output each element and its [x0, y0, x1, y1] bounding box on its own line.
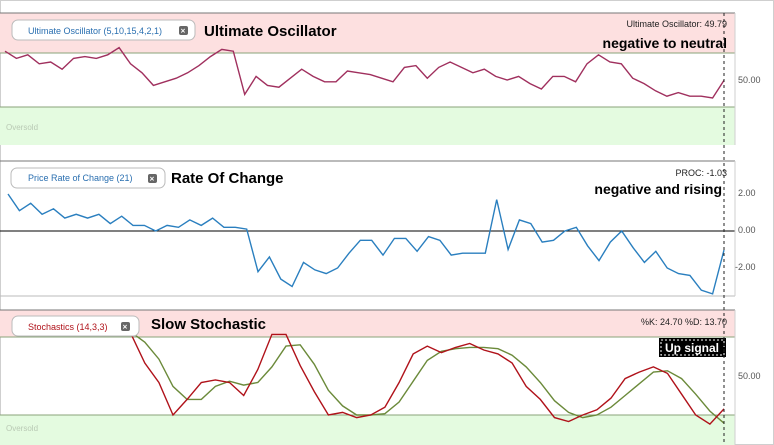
stoch-oversold-zone: [0, 415, 735, 445]
close-icon-glyph: ×: [181, 27, 186, 36]
roc-y-axis: 2.00 0.00 -2.00: [735, 188, 756, 272]
close-icon-glyph: ×: [123, 323, 128, 332]
stoch-title: Slow Stochastic: [151, 316, 266, 333]
stoch-pill-box[interactable]: [11, 315, 140, 337]
stoch-indicator-label[interactable]: Stochastics (14,3,3): [28, 322, 108, 332]
stoch-annotation: Up signal: [665, 341, 719, 355]
uo-panel: 50.00 Oversold Ultimate Oscillator (5,10…: [0, 12, 761, 145]
uo-tick-label: 50.00: [738, 75, 761, 85]
roc-indicator-pill[interactable]: Price Rate of Change (21) ×: [10, 167, 166, 189]
roc-title: Rate Of Change: [171, 170, 284, 187]
roc-tick-label: 0.00: [738, 225, 756, 235]
roc-pill-box[interactable]: [10, 167, 166, 189]
stoch-readout: %K: 24.70 %D: 13.70: [641, 317, 727, 327]
close-icon[interactable]: [179, 26, 188, 35]
uo-indicator-pill[interactable]: Ultimate Oscillator (5,10,15,4,2,1) ×: [11, 19, 196, 41]
uo-zone-label: Oversold: [6, 123, 38, 132]
uo-pill-box[interactable]: [11, 19, 196, 41]
roc-tick-label: -2.00: [735, 262, 756, 272]
stoch-zone-label: Oversold: [6, 424, 38, 433]
roc-indicator-label[interactable]: Price Rate of Change (21): [28, 173, 133, 183]
roc-tick-label: 2.00: [738, 188, 756, 198]
uo-y-axis: 50.00: [738, 75, 761, 85]
uo-title: Ultimate Oscillator: [204, 23, 337, 40]
stoch-d-series-line: [60, 328, 725, 424]
close-icon[interactable]: [148, 174, 157, 183]
roc-readout: PROC: -1.03: [675, 168, 727, 178]
stoch-annotation-bg: [659, 338, 726, 357]
stoch-indicator-pill[interactable]: Stochastics (14,3,3) ×: [11, 315, 140, 337]
close-icon[interactable]: [121, 322, 130, 331]
roc-annotation: negative and rising: [594, 181, 722, 197]
stoch-panel: 50.00 Oversold Stochastics (14,3,3) × Sl…: [0, 309, 761, 445]
uo-annotation: negative to neutral: [603, 35, 727, 51]
stoch-annotation-box: Up signal: [659, 338, 726, 357]
roc-panel: 2.00 0.00 -2.00 Price Rate of Change (21…: [0, 160, 756, 297]
uo-indicator-label[interactable]: Ultimate Oscillator (5,10,15,4,2,1): [28, 26, 162, 36]
stoch-y-axis: 50.00: [738, 371, 761, 381]
stoch-annotation-dash: [660, 339, 725, 356]
stoch-k-series-line: [59, 325, 725, 426]
close-icon-glyph: ×: [150, 175, 155, 184]
roc-series-line: [7, 193, 725, 295]
uo-oversold-zone: [0, 107, 735, 145]
uo-readout: Ultimate Oscillator: 49.79: [626, 19, 727, 29]
uo-series-line: [4, 46, 725, 99]
stoch-tick-label: 50.00: [738, 371, 761, 381]
